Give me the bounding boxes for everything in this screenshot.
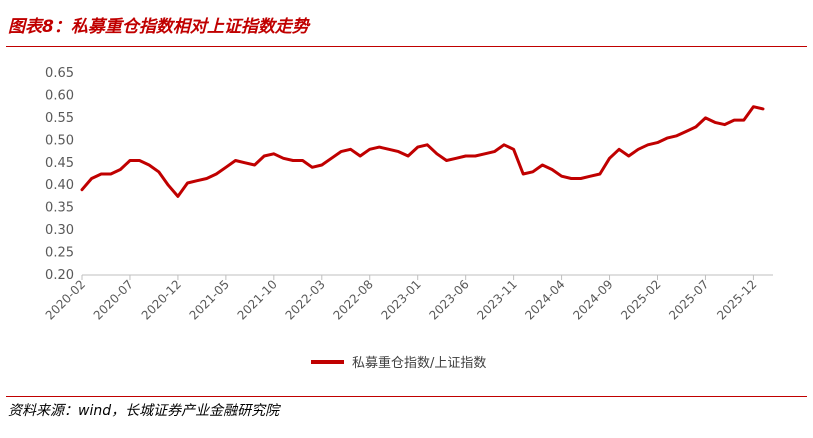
series-line bbox=[80, 105, 765, 198]
y-tick-label: 0.45 bbox=[45, 156, 74, 171]
x-tick-label: 2023-01 bbox=[378, 277, 423, 322]
x-tick-label: 2025-12 bbox=[714, 277, 759, 322]
source-divider bbox=[6, 396, 807, 397]
x-tick-label: 2025-02 bbox=[618, 277, 663, 322]
y-axis: 0.20 0.25 0.30 0.35 0.40 0.45 0.50 0.55 0.60 0.65 bbox=[45, 66, 74, 283]
legend-label: 私募重仓指数/上证指数 bbox=[352, 355, 486, 371]
x-tick-label: 2021-10 bbox=[235, 277, 280, 322]
x-tick-label: 2022-03 bbox=[283, 277, 328, 322]
y-tick-label: 0.35 bbox=[45, 201, 74, 216]
legend: 私募重仓指数/上证指数 bbox=[311, 355, 486, 371]
x-tick-label: 2020-12 bbox=[139, 277, 184, 322]
x-tick-label: 2020-02 bbox=[43, 277, 88, 322]
x-tick-label: 2023-06 bbox=[426, 277, 471, 322]
x-tick-label: 2021-05 bbox=[187, 277, 232, 322]
y-tick-label: 0.25 bbox=[45, 246, 74, 261]
x-tick-label: 2020-07 bbox=[91, 277, 136, 322]
x-axis: 2020-02 2020-07 2020-12 2021-05 2021-10 2022-… bbox=[43, 274, 773, 323]
x-tick-label: 2022-08 bbox=[331, 277, 376, 322]
y-tick-label: 0.65 bbox=[45, 66, 74, 81]
x-tick-label: 2024-04 bbox=[522, 277, 567, 322]
y-tick-label: 0.50 bbox=[45, 133, 74, 148]
x-tick-label: 2023-11 bbox=[474, 277, 519, 322]
y-tick-label: 0.30 bbox=[45, 223, 74, 238]
source-note: 资料来源：wind，长城证券产业金融研究院 bbox=[8, 403, 280, 419]
y-tick-label: 0.55 bbox=[45, 111, 74, 126]
series-layer bbox=[80, 105, 765, 198]
y-tick-label: 0.60 bbox=[45, 88, 74, 103]
x-tick-label: 2024-09 bbox=[570, 277, 615, 322]
chart-title: 图表8：私募重仓指数相对上证指数走势 bbox=[8, 17, 309, 37]
x-tick-label: 2025-07 bbox=[666, 277, 711, 322]
y-tick-label: 0.20 bbox=[45, 268, 74, 283]
title-divider bbox=[6, 46, 807, 47]
y-tick-label: 0.40 bbox=[45, 178, 74, 193]
